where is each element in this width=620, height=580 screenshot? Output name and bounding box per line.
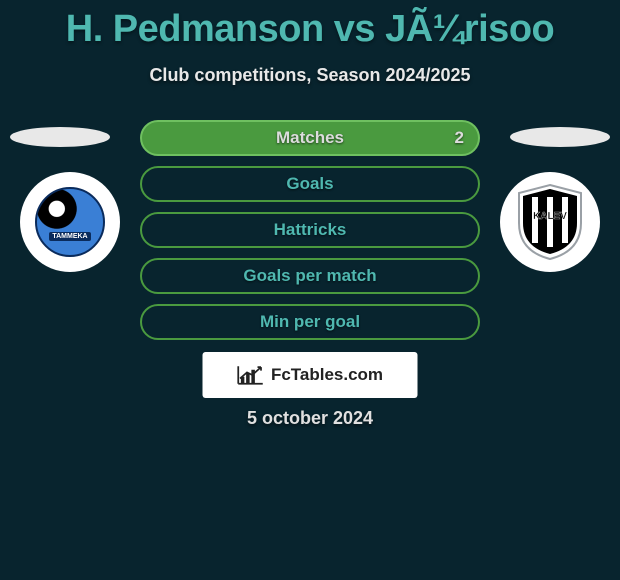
stat-bar-label: Hattricks [274,220,347,240]
player-right-shadow [510,127,610,147]
stat-bar-label: Min per goal [260,312,360,332]
brand-label: FcTables.com [271,365,383,385]
stat-bar-label: Goals [286,174,333,194]
crest-kalev-icon: KALEV [515,183,585,261]
date-label: 5 october 2024 [0,408,620,429]
club-badge-left [20,172,120,272]
player-left-shadow [10,127,110,147]
stat-bars: Matches 2 Goals Hattricks Goals per match Min… [140,120,480,350]
stat-bar-goals: Goals [140,166,480,202]
stat-bar-label: Matches [276,128,344,148]
svg-text:KALEV: KALEV [533,211,567,222]
club-badge-right: KALEV [500,172,600,272]
crest-tammeka-icon [35,187,105,257]
stat-bar-hattricks: Hattricks [140,212,480,248]
brand-box: FcTables.com [203,352,418,398]
stat-bar-label: Goals per match [243,266,376,286]
stat-bar-mpg: Min per goal [140,304,480,340]
stat-value-right: 2 [455,128,464,148]
subtitle: Club competitions, Season 2024/2025 [0,65,620,86]
page-title: H. Pedmanson vs JÃ¼risoo [0,0,620,51]
brand-chart-icon [237,364,265,386]
stat-bar-matches: Matches 2 [140,120,480,156]
stat-bar-gpm: Goals per match [140,258,480,294]
